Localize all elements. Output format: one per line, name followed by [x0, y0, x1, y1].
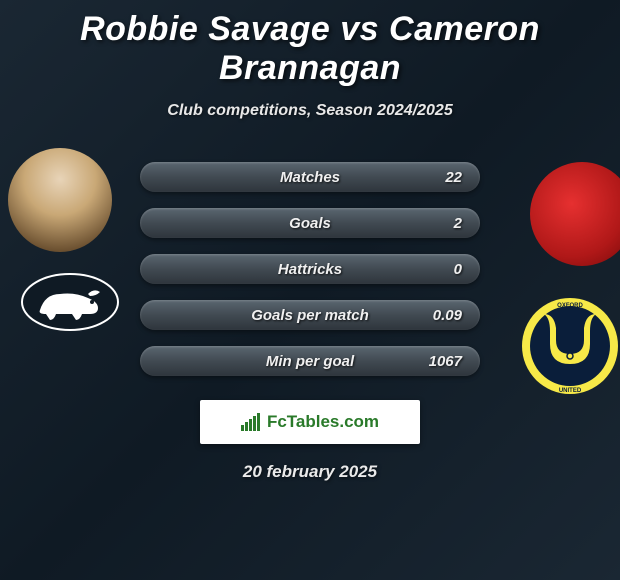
stat-label: Min per goal	[266, 353, 354, 370]
date-text: 20 february 2025	[0, 462, 620, 482]
bars-icon	[241, 413, 263, 431]
brand-text: FcTables.com	[241, 412, 379, 432]
stat-label: Goals per match	[251, 307, 369, 324]
comparison-card: Robbie Savage vs Cameron Brannagan Club …	[0, 0, 620, 482]
stat-value: 1067	[429, 353, 462, 370]
stat-row: Min per goal 1067	[140, 346, 480, 376]
page-title: Robbie Savage vs Cameron Brannagan	[0, 10, 620, 88]
svg-text:OXFORD: OXFORD	[557, 303, 583, 309]
brand-box[interactable]: FcTables.com	[200, 400, 420, 444]
stat-value: 0	[454, 261, 462, 278]
stats-list: Matches 22 Goals 2 Hattricks 0 Goals per…	[140, 162, 480, 392]
player-avatar-right	[530, 162, 620, 266]
stat-row: Hattricks 0	[140, 254, 480, 284]
content-area: OXFORD UNITED Matches 22 Goals 2 Hattric…	[0, 148, 620, 388]
stat-row: Goals 2	[140, 208, 480, 238]
player-avatar-left	[8, 148, 112, 252]
svg-text:UNITED: UNITED	[559, 388, 582, 394]
page-subtitle: Club competitions, Season 2024/2025	[0, 102, 620, 120]
oxford-united-logo: OXFORD UNITED	[520, 296, 620, 396]
stat-row: Goals per match 0.09	[140, 300, 480, 330]
brand-label: FcTables.com	[267, 412, 379, 432]
stat-label: Hattricks	[278, 261, 342, 278]
stat-row: Matches 22	[140, 162, 480, 192]
derby-county-logo	[20, 272, 120, 332]
stat-label: Matches	[280, 169, 340, 186]
stat-label: Goals	[289, 215, 331, 232]
stat-value: 0.09	[433, 307, 462, 324]
stat-value: 2	[454, 215, 462, 232]
stat-value: 22	[445, 169, 462, 186]
